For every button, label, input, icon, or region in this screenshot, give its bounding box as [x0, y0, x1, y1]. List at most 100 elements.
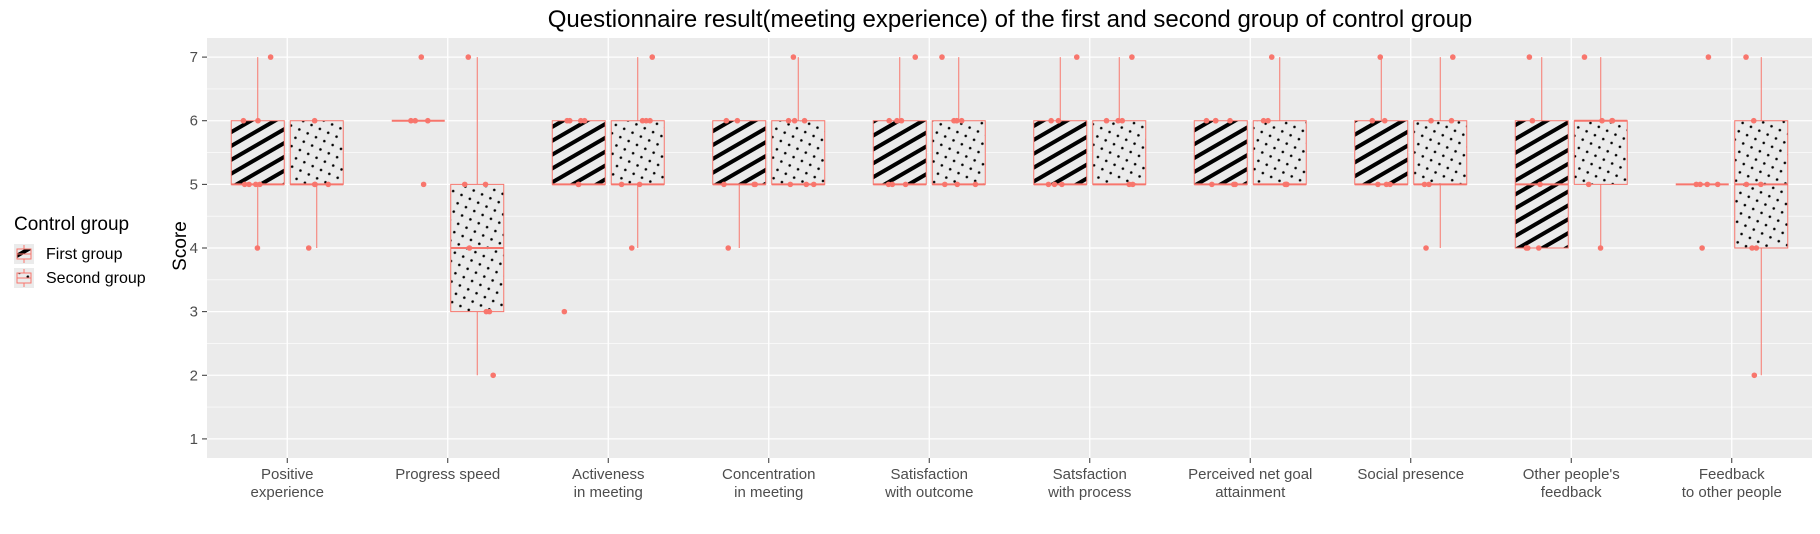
x-tick-label: Satisfaction with outcome	[884, 466, 973, 501]
data-point	[1055, 117, 1062, 124]
data-point	[1260, 117, 1267, 124]
x-tick-label-line: feedback	[1541, 484, 1602, 501]
data-point	[1704, 181, 1711, 188]
data-point	[1597, 245, 1604, 251]
x-tick-label-line: Feedback	[1699, 466, 1765, 483]
box-body	[551, 120, 606, 185]
x-tick-label: Progress speed	[395, 466, 500, 483]
data-point	[1103, 117, 1110, 124]
data-point	[953, 117, 960, 124]
data-point	[465, 54, 472, 60]
data-point	[803, 181, 810, 188]
y-tick-label: 4	[190, 240, 198, 257]
data-point	[486, 308, 493, 315]
x-tick-label-line: to other people	[1682, 484, 1782, 501]
x-tick-label: Satsfaction with process	[1047, 466, 1131, 501]
data-point	[725, 245, 732, 251]
box-first-group	[872, 54, 927, 188]
data-point	[1282, 181, 1289, 188]
x-tick-label: Other people's feedback	[1523, 466, 1620, 501]
box-body	[872, 120, 927, 185]
box-body	[1193, 120, 1248, 185]
data-point	[1203, 117, 1210, 124]
box-body	[1573, 120, 1628, 185]
data-point	[267, 54, 274, 60]
data-point	[721, 181, 727, 188]
data-point	[885, 181, 892, 188]
y-tick-label: 5	[190, 176, 198, 193]
x-tick-label-line: Satisfaction	[890, 466, 968, 483]
box-first-group	[712, 117, 767, 251]
box-second-group	[450, 54, 505, 379]
x-tick-label: Activeness in meeting	[572, 466, 645, 501]
data-point	[628, 245, 635, 251]
data-point	[787, 181, 794, 188]
box-second-group	[1573, 54, 1628, 251]
x-tick-label-line: with outcome	[884, 484, 973, 501]
data-point	[1526, 54, 1533, 60]
data-point	[1699, 245, 1705, 251]
data-point	[886, 117, 892, 124]
x-tick-label: Social presence	[1357, 466, 1464, 483]
data-point	[639, 117, 646, 124]
data-point	[618, 181, 625, 188]
y-tick-label: 6	[190, 113, 198, 130]
box-body	[1354, 120, 1409, 185]
data-point	[240, 117, 247, 124]
box-second-group	[289, 117, 344, 251]
data-point	[647, 117, 653, 124]
data-point	[466, 245, 473, 251]
data-point	[1523, 245, 1530, 251]
data-point	[1073, 54, 1080, 60]
box-first-group	[1033, 54, 1088, 188]
legend-label: First group	[46, 246, 123, 263]
x-tick-label-line: attainment	[1215, 484, 1286, 501]
x-tick-label-line: experience	[251, 484, 324, 501]
data-point	[255, 117, 261, 124]
data-point	[790, 54, 797, 60]
data-point	[1045, 181, 1052, 188]
x-tick-label-line: Progress speed	[395, 466, 500, 483]
box-body	[230, 120, 285, 185]
data-point	[461, 181, 468, 188]
data-point	[1227, 117, 1233, 124]
data-point	[1428, 117, 1434, 124]
data-point	[1423, 245, 1429, 251]
data-point	[1268, 54, 1275, 60]
data-point	[1693, 181, 1700, 188]
data-point	[1535, 245, 1542, 251]
data-point	[578, 117, 584, 124]
data-point	[1129, 54, 1135, 60]
data-point	[752, 181, 759, 188]
legend-key-second-group	[14, 268, 34, 288]
data-point	[810, 181, 817, 188]
data-point	[1743, 181, 1750, 188]
data-point	[1750, 117, 1757, 124]
box-first-group	[1675, 54, 1729, 251]
data-point	[1059, 181, 1065, 188]
box-second-group	[610, 54, 665, 251]
y-tick-label: 1	[190, 431, 198, 448]
y-axis-label: Score	[170, 221, 191, 271]
box-body	[712, 120, 767, 185]
x-tick-label: Perceived net goal attainment	[1188, 466, 1312, 501]
data-point	[1377, 54, 1384, 60]
x-tick-label-line: Social presence	[1357, 466, 1464, 483]
data-point	[1537, 181, 1543, 188]
box-second-group	[1252, 54, 1307, 188]
data-point	[1212, 117, 1219, 124]
box-body	[1092, 120, 1147, 185]
box-body	[771, 120, 826, 185]
data-point	[1529, 117, 1536, 124]
data-point	[482, 181, 489, 188]
data-point	[1758, 181, 1764, 188]
data-point	[1751, 372, 1758, 379]
data-point	[941, 181, 948, 188]
box-first-group	[230, 54, 285, 251]
data-point	[561, 308, 568, 315]
data-point	[1383, 181, 1390, 188]
plot-area: 1 2 3 4 5 6 7 Positive experience Progress speed A…	[190, 38, 1812, 501]
box-first-group	[1354, 54, 1409, 188]
y-tick-label: 7	[190, 49, 198, 66]
